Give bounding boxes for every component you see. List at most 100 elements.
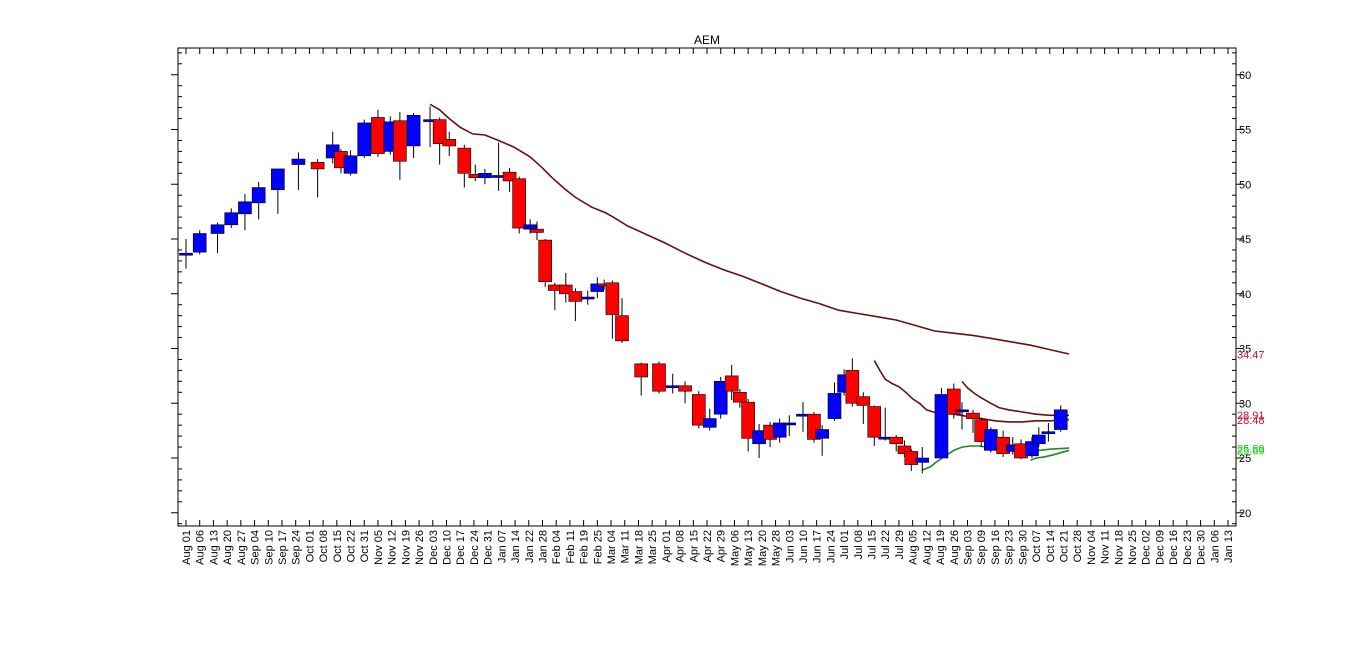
x-tick-label: Nov 05 — [373, 530, 385, 565]
candle-body — [224, 212, 239, 226]
candle-body — [665, 385, 680, 389]
x-tick-label: Oct 14 — [1045, 530, 1057, 562]
candle-body — [310, 162, 325, 170]
x-tick-label: Aug 01 — [181, 530, 193, 565]
moving-average-line — [1030, 449, 1070, 461]
candle-body — [605, 282, 620, 315]
candle-body — [251, 187, 266, 204]
x-tick-label: Aug 19 — [935, 530, 947, 565]
last-value-label: 25.89 — [1237, 443, 1265, 455]
candle-body — [615, 315, 629, 342]
x-tick-label: Mar 11 — [620, 530, 632, 563]
candle-body — [955, 409, 969, 413]
x-tick-label: Dec 23 — [1182, 530, 1194, 565]
candle-body — [432, 119, 447, 145]
x-tick-label: Jul 08 — [853, 530, 865, 559]
y-axis: 20 25 30 35 40 45 50 55 60 — [171, 52, 1251, 525]
x-tick-label: Apr 01 — [661, 530, 673, 562]
x-tick-label: Feb 04 — [551, 530, 563, 564]
x-tick-label: Aug 26 — [949, 530, 961, 565]
candle-body — [457, 147, 472, 174]
x-tick-label: Sep 04 — [250, 530, 262, 565]
x-tick-label: Jan 14 — [510, 530, 522, 563]
x-tick-label: Oct 31 — [359, 530, 371, 562]
x-tick-label: Dec 30 — [1196, 530, 1208, 565]
x-tick-label: Jun 24 — [825, 530, 837, 563]
x-tick-label: Aug 27 — [236, 530, 248, 565]
x-tick-label: Nov 19 — [400, 530, 412, 565]
x-tick-label: Jul 01 — [839, 530, 851, 559]
x-tick-label: Nov 11 — [1100, 530, 1112, 564]
candle-body — [210, 224, 225, 234]
x-tick-label: Nov 12 — [387, 530, 399, 565]
x-tick-label: Jan 13 — [1223, 530, 1235, 563]
x-tick-label: May 13 — [743, 530, 755, 566]
candle-body — [393, 120, 407, 162]
x-tick-label: Dec 02 — [1141, 530, 1153, 565]
x-tick-label: Jun 10 — [798, 530, 810, 563]
candle-body — [782, 422, 797, 426]
y-tick-label: 60 — [1239, 70, 1251, 82]
x-tick-label: Feb 19 — [579, 530, 591, 564]
x-tick-label: Apr 08 — [675, 530, 687, 562]
x-tick-label: Jul 15 — [867, 530, 879, 559]
x-tick-label: May 28 — [771, 530, 783, 566]
candle-body — [741, 401, 755, 439]
candle-body — [634, 363, 648, 378]
candle-body — [702, 418, 717, 428]
candle-body — [478, 173, 492, 178]
x-tick-label: Dec 10 — [442, 530, 454, 565]
x-tick-label: Dec 09 — [1154, 530, 1166, 565]
x-tick-label: Dec 03 — [428, 530, 440, 565]
x-tick-label: May 20 — [757, 530, 769, 566]
x-tick-label: Aug 05 — [908, 530, 920, 565]
x-tick-label: Jan 07 — [496, 530, 508, 563]
plot-area-frame — [177, 47, 1237, 527]
x-tick-label: Sep 30 — [1017, 530, 1029, 565]
candle-body — [512, 178, 526, 229]
y-tick-label: 25 — [1239, 453, 1251, 465]
candle-body — [845, 370, 860, 404]
x-tick-label: Oct 08 — [318, 530, 330, 562]
x-tick-label: Apr 22 — [702, 530, 714, 562]
x-tick-label: Apr 29 — [716, 530, 728, 562]
x-tick-label: Apr 15 — [688, 530, 700, 562]
x-tick-label: Sep 23 — [1004, 530, 1016, 565]
candle-body — [538, 239, 553, 283]
x-tick-label: Oct 01 — [304, 530, 316, 562]
candle-body — [827, 393, 842, 419]
candle-body — [192, 233, 207, 253]
x-tick-label: Jul 29 — [894, 530, 906, 559]
x-tick-label: Jan 22 — [524, 530, 536, 563]
x-tick-label: Dec 16 — [1168, 530, 1180, 565]
x-tick-label: Jan 28 — [537, 530, 549, 563]
candle-body — [530, 228, 544, 233]
y-tick-label: 55 — [1239, 125, 1251, 137]
candle-body — [406, 114, 421, 147]
candle-body — [357, 122, 372, 157]
x-tick-label: Nov 25 — [1127, 530, 1139, 565]
last-value-label: 28.91 — [1237, 410, 1265, 422]
x-tick-label: Jun 03 — [784, 530, 796, 563]
y-tick-label: 20 — [1239, 508, 1251, 520]
candle-body — [889, 436, 904, 445]
candle-body — [772, 422, 787, 438]
moving-average-line — [429, 103, 1070, 355]
x-tick-label: Jan 06 — [1209, 530, 1221, 563]
candle-body — [733, 391, 747, 403]
x-axis: Aug 01 Aug 06 Aug 13 Aug 20 Aug 27 Sep 04 Sep … — [181, 48, 1235, 566]
moving-average-line — [961, 380, 1069, 417]
candle-body — [523, 224, 537, 230]
y-tick-label: 40 — [1239, 289, 1251, 301]
candle-body — [724, 375, 739, 392]
candle-body — [946, 388, 961, 415]
x-tick-label: Sep 10 — [263, 530, 275, 565]
y-tick-label: 45 — [1239, 234, 1251, 246]
x-tick-label: Jun 17 — [812, 530, 824, 563]
x-tick-label: Oct 28 — [1072, 530, 1084, 562]
x-tick-label: May 06 — [729, 530, 741, 566]
candle-body — [343, 155, 358, 174]
candle-body — [934, 394, 949, 459]
